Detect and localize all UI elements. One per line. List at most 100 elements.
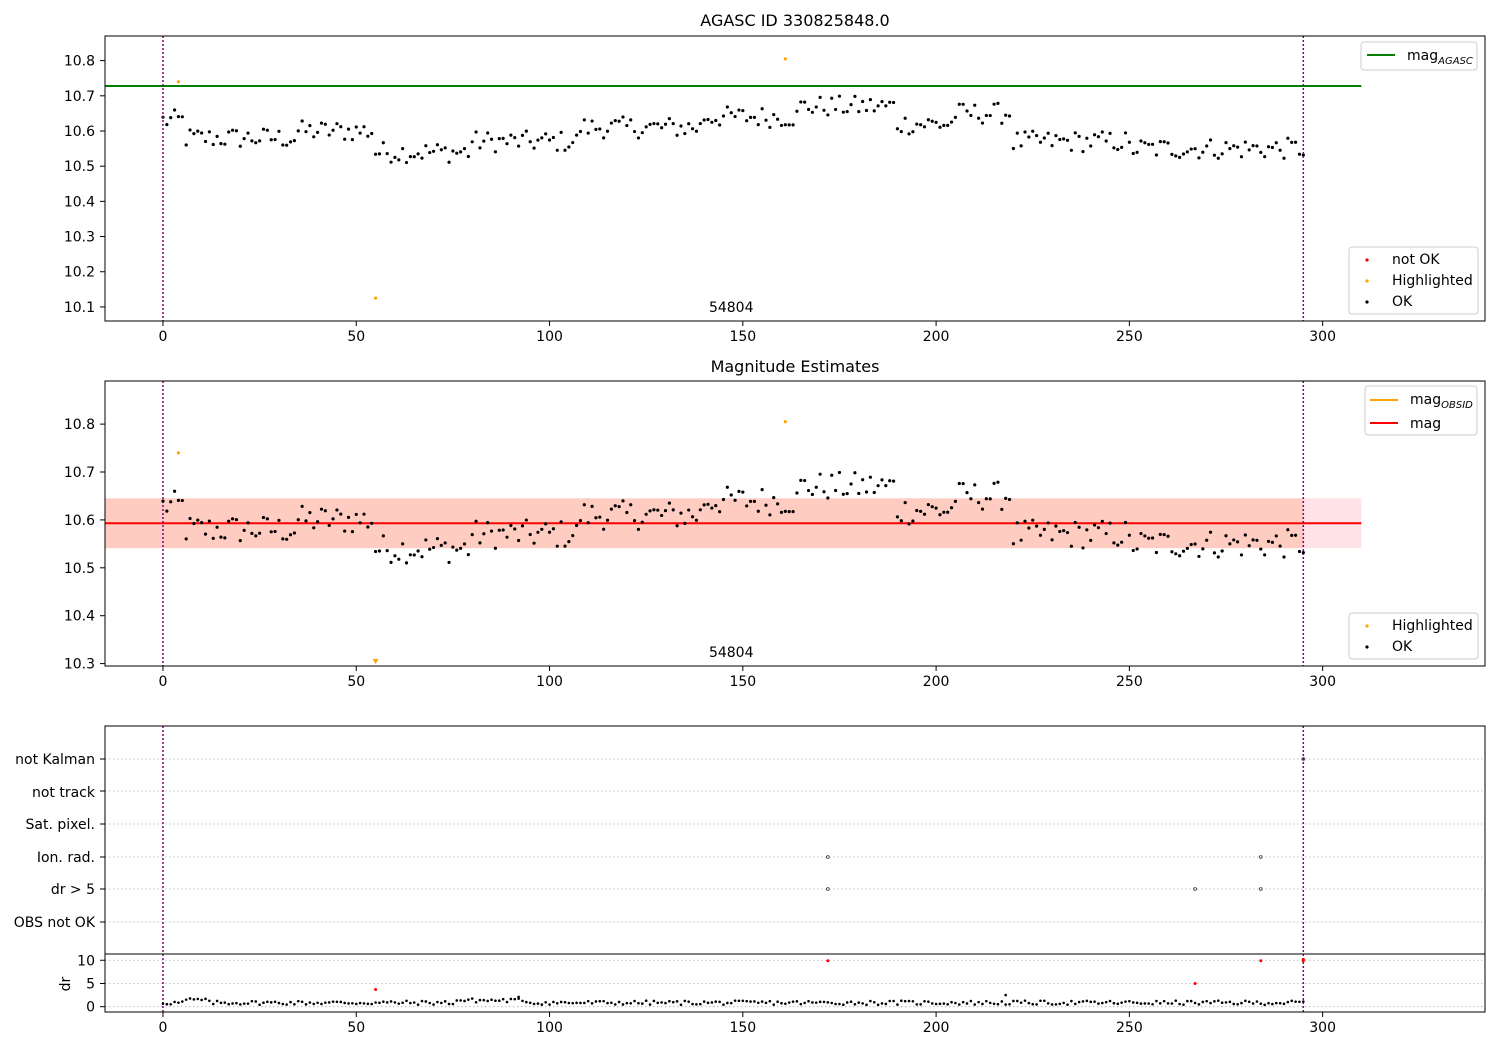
- ok-point: [764, 118, 768, 122]
- ok-point: [1293, 140, 1298, 144]
- y-tick-label: 10.8: [64, 54, 95, 70]
- ok-point: [385, 549, 389, 553]
- ok-point: [953, 115, 958, 119]
- ok-point: [327, 133, 331, 137]
- ok-point: [1092, 133, 1097, 137]
- ok-point: [868, 98, 872, 102]
- ok-point: [1065, 530, 1070, 535]
- dr-point: [211, 1002, 215, 1006]
- ok-point: [841, 110, 845, 114]
- flags-gridlines: [105, 726, 1485, 1012]
- dr-point: [1124, 1000, 1127, 1003]
- ok-point: [397, 557, 401, 561]
- dr-point: [714, 1000, 718, 1003]
- flags-labels: not Kalman not track Sat. pixel. Ion. ra…: [14, 752, 96, 931]
- ok-point: [891, 479, 896, 483]
- ok-point: [1108, 521, 1112, 525]
- ok-point: [1216, 555, 1220, 559]
- ok-point: [594, 127, 598, 132]
- dr-point: [393, 1001, 397, 1004]
- dr-point: [177, 1001, 180, 1004]
- ok-point: [1100, 519, 1104, 523]
- ok-point: [323, 509, 327, 513]
- dr-point: [741, 999, 745, 1003]
- agasc-legend-ok-label: OK: [1392, 294, 1413, 310]
- dr-point: [586, 999, 590, 1003]
- ok-point: [308, 124, 312, 128]
- dr-point: [1151, 1002, 1154, 1006]
- dr-point: [424, 1000, 428, 1003]
- ok-point: [238, 539, 242, 543]
- ok-point: [574, 133, 579, 137]
- dr-point: [436, 1000, 439, 1004]
- dr-point: [347, 1002, 350, 1005]
- ok-point: [822, 490, 826, 494]
- dr-point: [795, 1000, 799, 1003]
- ok-point: [420, 156, 424, 160]
- dr-point: [1244, 999, 1247, 1003]
- ok-point: [772, 496, 776, 500]
- dr-point: [1174, 999, 1178, 1002]
- x-tick-label: 150: [729, 1020, 756, 1036]
- dr-point: [571, 1001, 575, 1005]
- dr-point: [1158, 1002, 1162, 1005]
- ok-point: [973, 103, 977, 107]
- dr-point: [1302, 1000, 1305, 1003]
- ok-point: [1004, 113, 1008, 117]
- ok-point: [223, 142, 227, 146]
- ok-point: [598, 515, 602, 519]
- ok-point: [346, 515, 351, 519]
- ok-point: [319, 507, 324, 511]
- ok-point: [269, 138, 273, 142]
- dr-point: [517, 995, 520, 999]
- dr-point: [660, 1001, 663, 1004]
- dr-point: [324, 1001, 327, 1004]
- ok-point: [188, 128, 192, 132]
- ok-point: [234, 129, 239, 133]
- ok-point: [1201, 150, 1205, 154]
- ok-point: [1301, 153, 1305, 157]
- ok-point: [254, 534, 258, 538]
- ok-point: [304, 130, 308, 134]
- dr-point: [231, 1002, 234, 1005]
- ok-point: [625, 123, 629, 128]
- dr-point: [536, 1002, 540, 1005]
- agasc-legend-lines: magAGASC: [1360, 41, 1478, 71]
- ok-point: [486, 521, 490, 525]
- ok-point: [273, 529, 277, 534]
- dr-point: [409, 1001, 412, 1005]
- dr-point: [706, 1001, 710, 1005]
- dr-point: [1058, 1002, 1062, 1006]
- dr-point: [366, 1002, 370, 1006]
- dr-point: [834, 1002, 837, 1006]
- ok-point: [1058, 529, 1062, 534]
- magnitude-legend-lines: magOBSID mag: [1364, 385, 1478, 436]
- ok-point: [830, 473, 834, 477]
- dr-point: [482, 998, 486, 1002]
- dr-point: [996, 1002, 1000, 1006]
- magnitude-axis-ticks: 0 50 100 150 200 250 300 10.3 10.4 10.5 10.6 10.7 10…: [64, 417, 1336, 690]
- ok-point: [196, 518, 200, 522]
- ok-point: [609, 121, 613, 125]
- ok-point: [714, 118, 718, 123]
- ok-point: [393, 554, 397, 558]
- dr-point: [756, 1001, 760, 1005]
- x-tick-label: 100: [536, 329, 563, 345]
- dr-point: [1050, 1003, 1054, 1006]
- ok-point: [497, 528, 501, 532]
- ok-point: [922, 125, 927, 129]
- ok-point: [613, 504, 617, 508]
- magnitude-legend-ok-marker: [1365, 645, 1369, 649]
- ok-point: [1127, 533, 1131, 537]
- ok-point: [389, 160, 393, 164]
- highlighted-point: [373, 296, 378, 300]
- ok-point: [895, 515, 900, 519]
- ok-point: [698, 121, 702, 126]
- ok-point: [1112, 541, 1116, 545]
- ok-point: [574, 523, 579, 528]
- ok-point: [1193, 147, 1197, 151]
- highlighted-offscale-marker: [372, 659, 379, 664]
- dr-not-ok-point: [1259, 959, 1263, 963]
- ok-point: [872, 109, 876, 113]
- ok-point: [652, 508, 656, 512]
